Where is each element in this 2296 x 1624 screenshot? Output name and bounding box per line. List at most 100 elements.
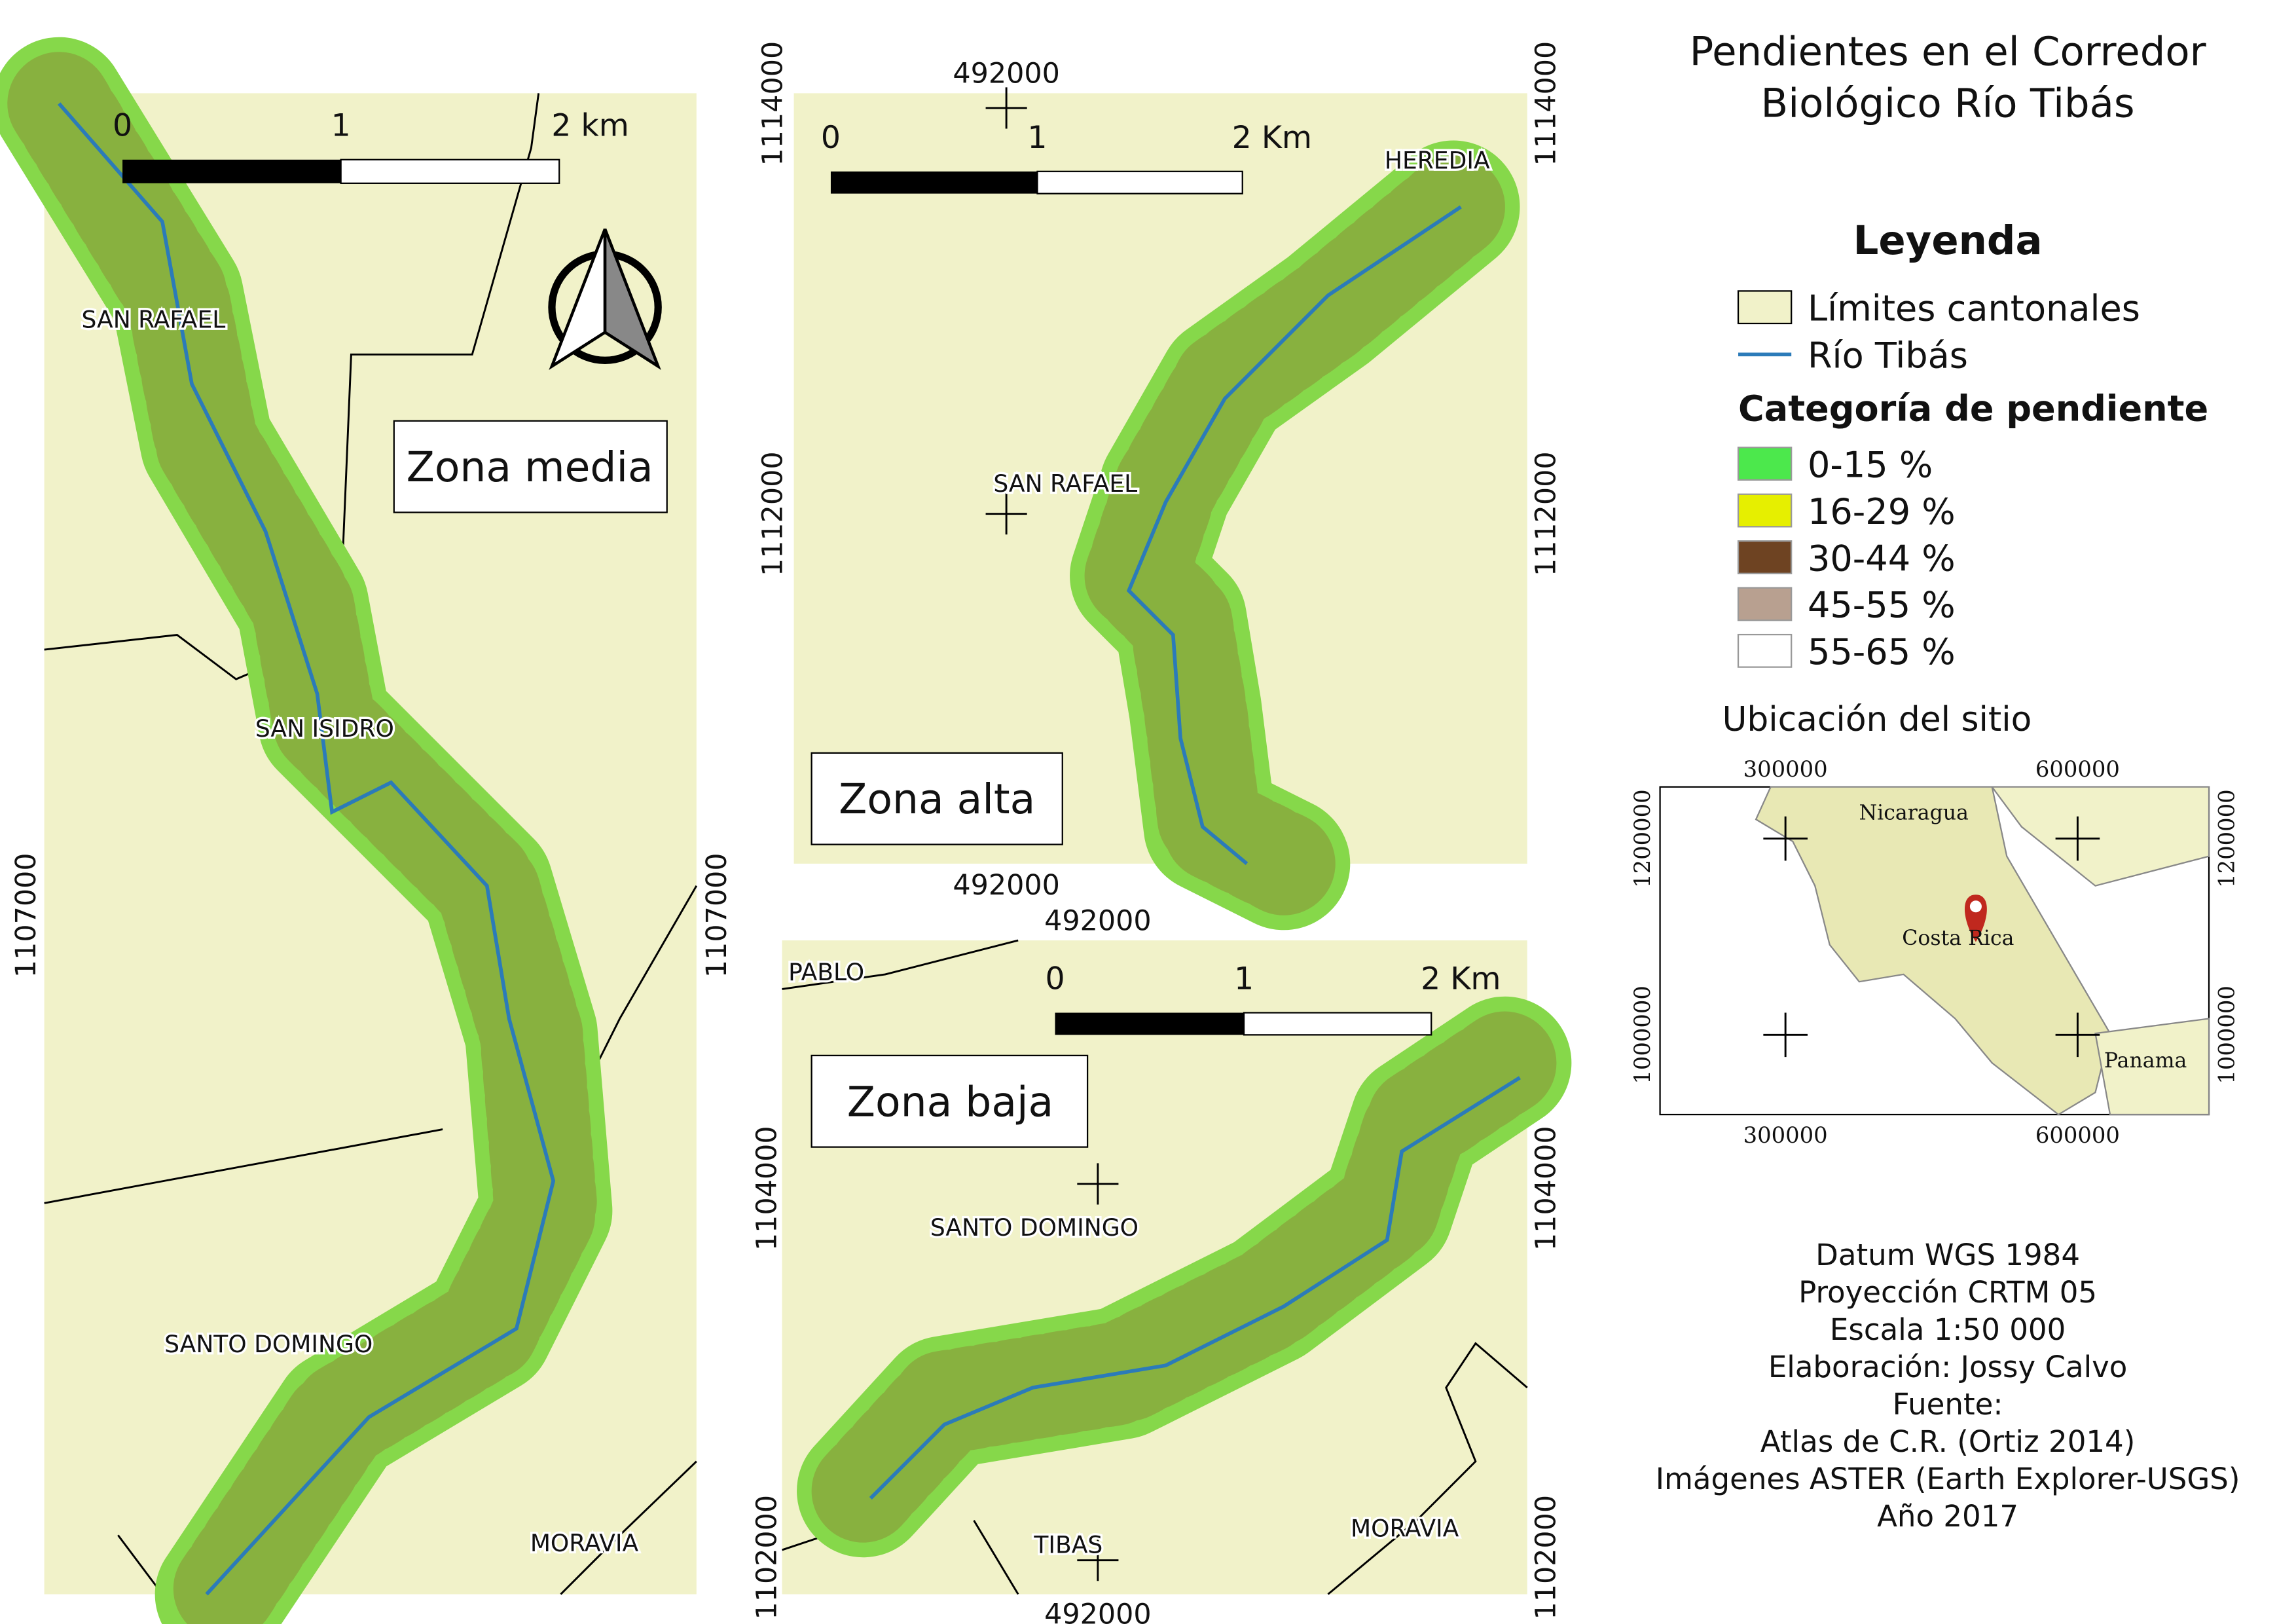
zone-title: Zona baja [847,1077,1053,1126]
place-label: MORAVIA [1351,1515,1459,1543]
y-coordinate-label: 1112000 [757,451,790,576]
place-label: TIBAS [1033,1531,1102,1559]
scale-label: 1 [1234,961,1254,997]
scale-bar-white [340,158,560,184]
legend-label: Río Tibás [1808,335,1968,377]
scale-label: 1 [1027,120,1047,156]
inset-x-label: 600000 [2035,756,2120,782]
scale-label: 1 [331,108,351,144]
corridor-texture [811,1011,1557,1543]
y-coordinate-label: 1102000 [751,1495,784,1620]
inset-title: Ubicación del sitio [1722,700,2032,739]
y-coordinate-label: 1112000 [1530,451,1563,576]
river [869,1076,1521,1500]
panel-zona-alta: 0 1 2 Km Zona alta HEREDIA SAN RAFAEL 49… [757,41,1563,931]
scale-bar-black [122,159,341,183]
y-coordinate-label: 1102000 [1530,1495,1563,1620]
corridor [0,37,613,1624]
inset-neighbor [1990,786,2210,1116]
place-label: SANTO DOMINGO [164,1331,373,1358]
y-coordinate-label: 1107000 [10,853,43,978]
legend-swatch [1737,290,1793,325]
scale-bar-black [830,171,1038,194]
scale-bar-white [1036,170,1243,194]
country-label: Nicaragua [1859,801,1969,824]
note-line: Escala 1:50 000 [1830,1312,2066,1347]
inset-x-label: 600000 [2035,1122,2120,1148]
place-label: SAN RAFAEL [81,306,225,334]
x-coordinate-label: 492000 [1044,1598,1151,1624]
legend-label: 55-65 % [1808,631,1956,673]
place-label: HEREDIA [1385,147,1490,174]
zone-title-box [811,1054,1089,1148]
corridor [797,996,1572,1558]
x-coordinate-label: 492000 [1044,904,1151,937]
scale-label: 2 Km [1421,961,1501,997]
zone-title-box [393,420,668,513]
legend-swatch [1737,633,1793,668]
legend-heading: Leyenda [1853,218,2043,264]
legend-swatch [1737,587,1793,621]
scale-label: 2 Km [1232,120,1312,156]
place-label: SANTO DOMINGO [930,1214,1139,1242]
place-label: PABLO [788,959,864,986]
inset-x-label: 300000 [1743,1122,1828,1148]
legend-swatch [1737,493,1793,528]
y-coordinate-label: 1114000 [757,41,790,166]
legend-label: Límites cantonales [1808,287,2140,329]
legend-swatch [1737,540,1793,574]
y-coordinate-label: 1104000 [1530,1126,1563,1251]
legend-label: 30-44 % [1808,538,1956,579]
legend-label: 16-29 % [1808,491,1956,532]
slope-legend: 0-15 % 16-29 % 30-44 % 45-55 % 55-65 % [1737,444,1956,673]
corridor-texture [7,52,598,1624]
map-title: Biológico Río Tibás [1761,81,2135,126]
scale-label: 0 [1045,961,1065,997]
note-line: Atlas de C.R. (Ortiz 2014) [1760,1424,2135,1459]
zone-title-box [811,752,1063,845]
legend-label: 0-15 % [1808,444,1933,485]
map-title: Pendientes en el Corredor [1690,29,2207,75]
y-coordinate-label: 1114000 [1530,41,1563,166]
inset-x-label: 300000 [1743,756,1828,782]
x-coordinate-label: 492000 [953,58,1059,90]
river [58,102,556,1596]
legend-swatch [1737,447,1793,481]
scale-label: 2 km [551,108,629,144]
scale-bar-white [1243,1012,1432,1036]
inset-y-label: 1200000 [2214,789,2239,888]
zone-title: Zona media [407,443,653,491]
river [1126,205,1462,866]
country-label: Panama [2104,1049,2187,1073]
scale-label: 0 [821,120,841,156]
y-coordinate-label: 1107000 [701,853,733,978]
site-marker-dot [1969,900,1982,913]
inset-map: Nicaragua Costa Rica Panama 300000 60000… [1630,756,2240,1148]
grid-cross [985,87,1027,535]
country-label: Costa Rica [1902,927,2014,950]
inset-y-label: 1000000 [2214,986,2239,1084]
inset-y-label: 1200000 [1630,789,1655,888]
scale-bar-black [1055,1012,1245,1035]
panel-zona-media: 0 1 2 km Zona media SAN RAFAEL SAN ISIDR… [0,37,733,1624]
north-arrow-right [603,228,661,370]
panel-zona-baja: 0 1 2 Km Zona baja PABLO SANTO DOMINGO T… [751,904,1572,1624]
legend-label: 45-55 % [1808,585,1956,626]
y-coordinate-label: 1104000 [751,1126,784,1251]
grid-cross [1763,816,2100,1058]
canton-boundary [44,93,698,1595]
north-arrow [548,228,662,370]
note-line: Imágenes ASTER (Earth Explorer-USGS) [1656,1462,2240,1496]
note-line: Año 2017 [1877,1499,2018,1534]
x-coordinate-label: 492000 [953,869,1059,902]
scale-label: 0 [113,108,132,144]
legend-subheading: Categoría de pendiente [1738,388,2208,430]
place-label: SAN ISIDRO [255,715,394,743]
note-line: Proyección CRTM 05 [1798,1275,2097,1310]
inset-land [1755,786,2111,1116]
inset-y-label: 1000000 [1630,986,1655,1084]
note-line: Fuente: [1893,1387,2003,1422]
